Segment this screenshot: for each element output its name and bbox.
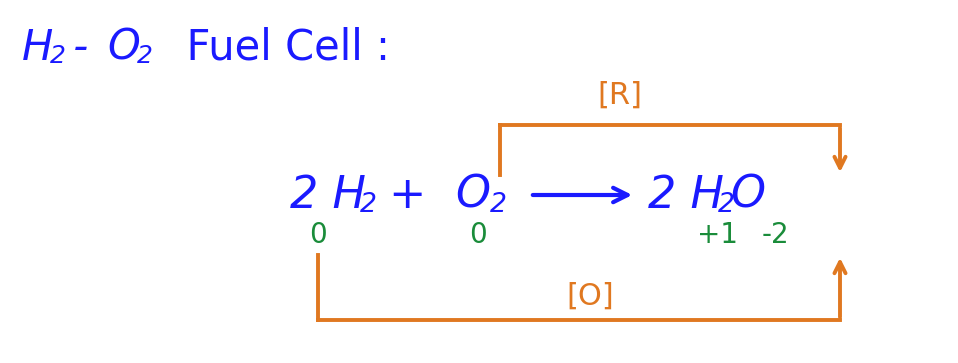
Text: 2: 2 <box>360 192 377 218</box>
Text: 2 H: 2 H <box>290 174 366 216</box>
Text: [O]: [O] <box>566 281 614 310</box>
Text: 0: 0 <box>309 221 327 249</box>
Text: -: - <box>60 27 102 69</box>
Text: 2: 2 <box>718 192 735 218</box>
Text: 2: 2 <box>50 44 66 68</box>
Text: 2: 2 <box>490 192 507 218</box>
Text: O: O <box>107 27 140 69</box>
Text: [R]: [R] <box>598 81 643 110</box>
Text: 2 H: 2 H <box>648 174 724 216</box>
Text: +: + <box>388 174 425 216</box>
Text: Fuel Cell :: Fuel Cell : <box>160 27 390 69</box>
Text: O: O <box>455 174 490 216</box>
Text: 2: 2 <box>137 44 153 68</box>
Text: O: O <box>730 174 765 216</box>
Text: 0: 0 <box>469 221 487 249</box>
Text: H: H <box>22 27 54 69</box>
Text: -2: -2 <box>762 221 788 249</box>
Text: +1: +1 <box>697 221 739 249</box>
